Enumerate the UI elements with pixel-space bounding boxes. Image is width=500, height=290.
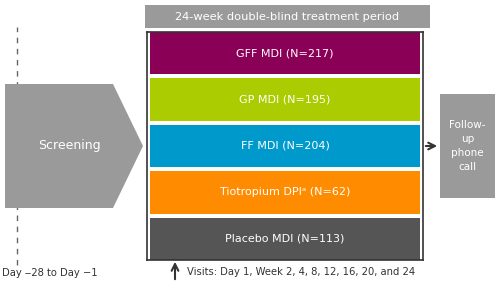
Text: GFF MDI (N=217): GFF MDI (N=217): [236, 48, 334, 58]
Text: Day ‒28 to Day −1: Day ‒28 to Day −1: [2, 268, 98, 278]
FancyBboxPatch shape: [145, 5, 430, 28]
Text: Follow-
up
phone
call: Follow- up phone call: [449, 120, 486, 172]
Text: FF MDI (N=204): FF MDI (N=204): [240, 141, 330, 151]
Text: Visits: Day 1, Week 2, 4, 8, 12, 16, 20, and 24: Visits: Day 1, Week 2, 4, 8, 12, 16, 20,…: [187, 267, 415, 277]
FancyBboxPatch shape: [440, 94, 495, 198]
FancyBboxPatch shape: [150, 218, 420, 260]
FancyBboxPatch shape: [150, 32, 420, 75]
Text: 24-week double-blind treatment period: 24-week double-blind treatment period: [176, 12, 400, 21]
Text: GP MDI (N=195): GP MDI (N=195): [240, 95, 330, 105]
Polygon shape: [5, 84, 143, 208]
FancyBboxPatch shape: [150, 171, 420, 214]
Text: Placebo MDI (N=113): Placebo MDI (N=113): [226, 234, 344, 244]
Text: Tiotropium DPIᵃ (N=62): Tiotropium DPIᵃ (N=62): [220, 187, 350, 197]
FancyBboxPatch shape: [150, 78, 420, 121]
Text: Screening: Screening: [38, 139, 100, 153]
FancyBboxPatch shape: [150, 125, 420, 167]
